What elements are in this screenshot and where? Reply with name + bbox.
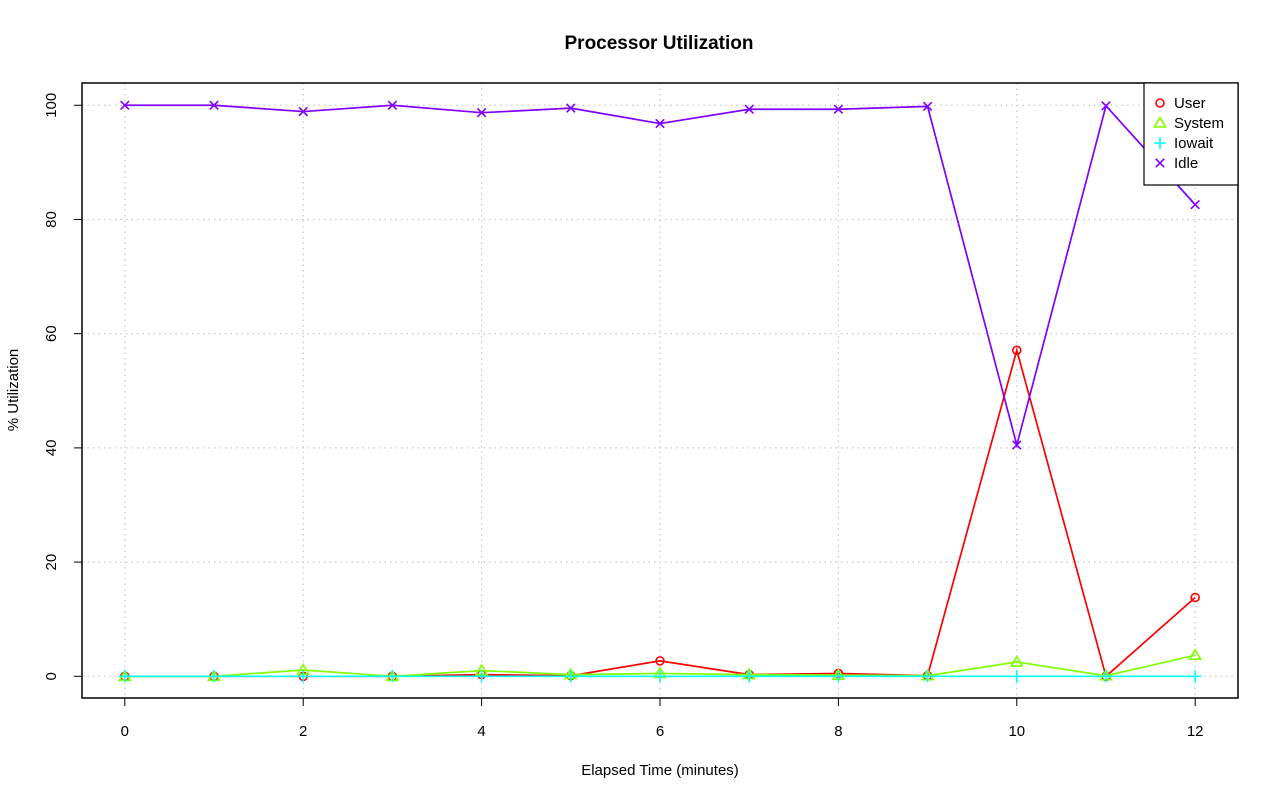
data-point-iowait <box>475 670 488 683</box>
plot-series <box>117 100 1203 683</box>
y-tick-label: 60 <box>43 325 60 342</box>
data-point-idle <box>1101 101 1111 111</box>
data-point-idle <box>120 100 130 111</box>
legend-marker-system <box>1153 115 1167 128</box>
y-tick-label: 40 <box>43 440 60 457</box>
gridlines <box>82 83 1238 698</box>
data-point-system <box>1009 654 1024 667</box>
data-point-idle <box>566 103 576 113</box>
data-point-iowait <box>921 670 934 683</box>
legend-marker-idle <box>1155 158 1165 168</box>
data-point-iowait <box>208 670 221 683</box>
x-axis-label: Elapsed Time (minutes) <box>581 762 739 779</box>
data-point-iowait <box>564 670 577 683</box>
legend-label-iowait: Iowait <box>1174 135 1214 152</box>
x-tick-label: 8 <box>834 723 842 740</box>
data-point-idle <box>298 106 308 117</box>
data-point-iowait <box>1099 670 1112 683</box>
data-point-idle <box>1190 199 1200 210</box>
series-idle <box>120 100 1200 450</box>
data-point-iowait <box>1010 670 1023 683</box>
data-point-iowait <box>118 670 131 683</box>
legend: User System Iowait Idle <box>1143 82 1239 186</box>
data-point-iowait <box>386 670 399 683</box>
x-tick-label: 2 <box>299 723 307 740</box>
legend-label-user: User <box>1174 95 1206 112</box>
data-point-user <box>655 656 665 666</box>
data-point-iowait <box>832 670 845 683</box>
y-tick-label: 0 <box>43 672 60 680</box>
data-point-iowait <box>297 670 310 683</box>
data-point-idle <box>744 104 754 115</box>
legend-marker-iowait <box>1154 137 1166 149</box>
data-point-user <box>1190 592 1200 603</box>
legend-label-idle: Idle <box>1174 155 1198 172</box>
data-point-idle <box>209 100 219 111</box>
y-axis-label: % Utilization <box>5 349 22 432</box>
x-tick-label: 6 <box>656 723 664 740</box>
data-point-idle <box>833 104 844 115</box>
data-point-idle <box>655 118 665 129</box>
data-point-iowait <box>743 670 756 683</box>
data-point-system <box>1188 648 1203 660</box>
x-tick-label: 4 <box>477 723 485 740</box>
legend-box <box>1143 82 1239 186</box>
legend-label-system: System <box>1174 115 1224 132</box>
x-tick-label: 0 <box>121 723 129 740</box>
chart-title: Processor Utilization <box>565 33 754 54</box>
data-point-idle <box>387 100 398 111</box>
y-tick-label: 20 <box>43 554 60 571</box>
data-point-iowait <box>1189 670 1202 683</box>
series-line-idle <box>124 104 1196 449</box>
data-point-idle <box>1012 440 1022 450</box>
data-point-iowait <box>654 670 666 683</box>
axes: 0 2 4 6 8 10 12 0 20 40 60 80 100 <box>43 93 1204 740</box>
data-point-user <box>1011 345 1022 356</box>
series-iowait <box>118 670 1202 683</box>
x-tick-label: 10 <box>1008 723 1025 740</box>
data-point-idle <box>476 107 487 118</box>
y-tick-label: 100 <box>43 93 60 118</box>
x-tick-label: 12 <box>1187 723 1204 740</box>
y-tick-label: 80 <box>43 211 60 228</box>
legend-marker-user <box>1155 98 1165 108</box>
data-point-idle <box>922 101 933 112</box>
